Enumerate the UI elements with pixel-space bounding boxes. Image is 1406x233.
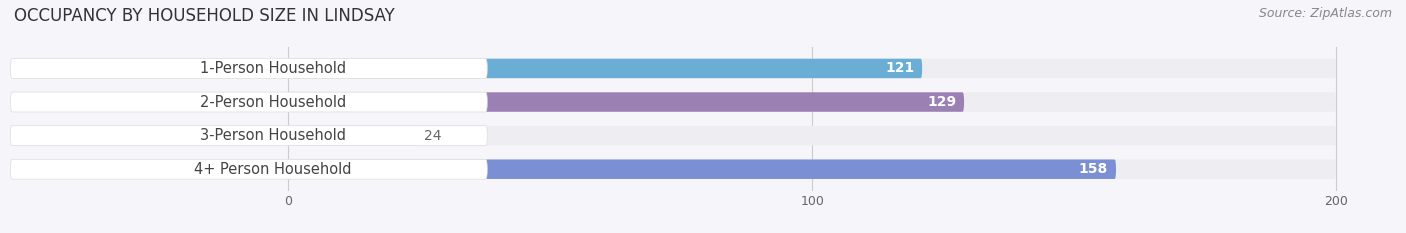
Text: 121: 121 (884, 62, 914, 75)
FancyBboxPatch shape (10, 92, 488, 112)
FancyBboxPatch shape (288, 159, 1336, 179)
Text: 24: 24 (425, 129, 441, 143)
FancyBboxPatch shape (288, 159, 1116, 179)
Text: 1-Person Household: 1-Person Household (200, 61, 346, 76)
Text: 2-Person Household: 2-Person Household (200, 95, 346, 110)
FancyBboxPatch shape (10, 126, 488, 146)
Text: 4+ Person Household: 4+ Person Household (194, 162, 352, 177)
Text: 129: 129 (927, 95, 956, 109)
FancyBboxPatch shape (288, 126, 1336, 145)
Text: Source: ZipAtlas.com: Source: ZipAtlas.com (1258, 7, 1392, 20)
FancyBboxPatch shape (288, 59, 922, 78)
FancyBboxPatch shape (288, 92, 1336, 112)
FancyBboxPatch shape (10, 159, 488, 179)
Text: 158: 158 (1078, 162, 1108, 176)
Text: OCCUPANCY BY HOUSEHOLD SIZE IN LINDSAY: OCCUPANCY BY HOUSEHOLD SIZE IN LINDSAY (14, 7, 395, 25)
FancyBboxPatch shape (10, 58, 488, 78)
FancyBboxPatch shape (288, 59, 1336, 78)
FancyBboxPatch shape (288, 92, 965, 112)
Text: 3-Person Household: 3-Person Household (200, 128, 346, 143)
FancyBboxPatch shape (288, 126, 413, 145)
